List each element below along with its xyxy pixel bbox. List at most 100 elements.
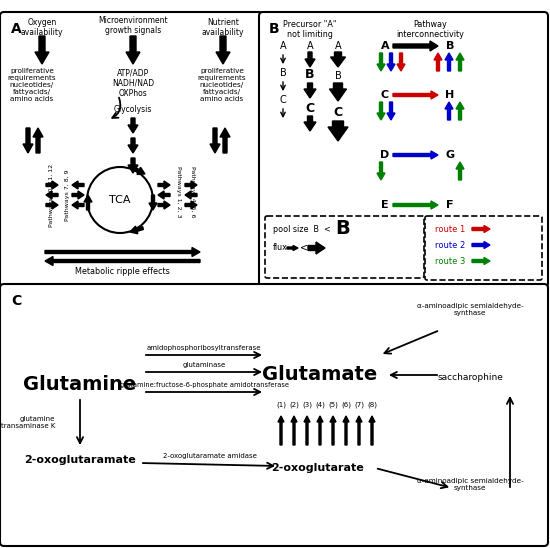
Text: route 2: route 2 <box>435 241 465 249</box>
Polygon shape <box>472 242 490 248</box>
Polygon shape <box>185 201 197 209</box>
Text: B: B <box>279 68 287 78</box>
Text: B: B <box>446 41 454 51</box>
Polygon shape <box>331 52 345 67</box>
Polygon shape <box>445 53 453 71</box>
Text: B: B <box>269 22 279 36</box>
FancyBboxPatch shape <box>259 12 548 287</box>
Polygon shape <box>72 181 84 189</box>
Text: B: B <box>305 68 315 82</box>
Text: D: D <box>381 150 389 160</box>
Polygon shape <box>305 52 315 67</box>
Text: (7): (7) <box>354 402 364 408</box>
Polygon shape <box>308 242 325 254</box>
Text: flux: flux <box>273 243 288 253</box>
Text: α-aminoadipic semialdehyde-
synthase: α-aminoadipic semialdehyde- synthase <box>417 303 524 316</box>
Polygon shape <box>72 201 84 209</box>
Polygon shape <box>33 128 43 153</box>
Text: (5): (5) <box>328 402 338 408</box>
Text: Glycolysis: Glycolysis <box>114 105 152 114</box>
Polygon shape <box>393 41 438 51</box>
Text: B: B <box>335 219 350 237</box>
Polygon shape <box>287 246 298 250</box>
Text: <: < <box>300 243 308 253</box>
Polygon shape <box>46 181 58 189</box>
Text: ATP/ADP
NADH/NAD
OXPhos: ATP/ADP NADH/NAD OXPhos <box>112 68 154 98</box>
Text: 2-oxoglutaramate: 2-oxoglutaramate <box>24 455 136 465</box>
Text: Precursor "A"
not limiting: Precursor "A" not limiting <box>283 20 337 39</box>
Polygon shape <box>356 416 362 445</box>
Polygon shape <box>210 128 220 153</box>
Polygon shape <box>126 36 140 64</box>
Text: glutaminase: glutaminase <box>183 362 226 368</box>
Text: proliferative
requirements
nucleotides/
fattyacids/
amino acids: proliferative requirements nucleotides/ … <box>197 68 246 102</box>
Polygon shape <box>45 248 200 256</box>
Text: 2-oxoglutarate: 2-oxoglutarate <box>272 463 364 473</box>
FancyBboxPatch shape <box>0 284 548 546</box>
Polygon shape <box>128 118 138 133</box>
Polygon shape <box>72 191 84 199</box>
Polygon shape <box>158 191 170 199</box>
Text: A: A <box>381 41 389 51</box>
Text: Pathways 4, 5, 6: Pathways 4, 5, 6 <box>190 166 195 218</box>
Text: E: E <box>381 200 389 210</box>
Polygon shape <box>185 181 197 189</box>
Polygon shape <box>369 416 375 445</box>
Polygon shape <box>304 116 316 131</box>
Polygon shape <box>128 138 138 153</box>
Text: Pathways 10, 11, 12: Pathways 10, 11, 12 <box>50 163 54 226</box>
Text: glutamine:fructose-6-phosphate amidotransferase: glutamine:fructose-6-phosphate amidotran… <box>119 382 289 388</box>
Polygon shape <box>472 258 490 265</box>
Polygon shape <box>278 416 284 445</box>
Text: (4): (4) <box>315 402 325 408</box>
FancyBboxPatch shape <box>425 216 542 280</box>
Text: (1): (1) <box>276 402 286 408</box>
Text: Pathways 1, 2, 3: Pathways 1, 2, 3 <box>175 166 180 218</box>
Text: C: C <box>305 101 315 115</box>
Text: route 1: route 1 <box>435 225 465 233</box>
Polygon shape <box>329 83 346 101</box>
Text: 2-oxoglutaramate amidase: 2-oxoglutaramate amidase <box>163 453 257 459</box>
Polygon shape <box>317 416 323 445</box>
Polygon shape <box>393 151 438 159</box>
Text: Glutamine: Glutamine <box>23 375 136 395</box>
Polygon shape <box>445 102 453 120</box>
Text: A: A <box>11 22 22 36</box>
Polygon shape <box>343 416 349 445</box>
Polygon shape <box>377 53 385 71</box>
Polygon shape <box>130 226 144 234</box>
Text: (3): (3) <box>302 402 312 408</box>
Text: route 3: route 3 <box>435 256 465 265</box>
Polygon shape <box>158 201 170 209</box>
Polygon shape <box>387 102 395 120</box>
Text: C: C <box>381 90 389 100</box>
Polygon shape <box>35 36 49 64</box>
Polygon shape <box>46 201 58 209</box>
Polygon shape <box>149 195 157 210</box>
Polygon shape <box>330 416 336 445</box>
Text: Nutrient
availability: Nutrient availability <box>202 18 244 37</box>
Polygon shape <box>45 256 200 265</box>
Text: Oxygen
availability: Oxygen availability <box>21 18 63 37</box>
FancyBboxPatch shape <box>265 216 424 278</box>
Text: G: G <box>446 150 454 160</box>
Polygon shape <box>456 162 464 180</box>
Text: H: H <box>446 90 455 100</box>
Text: B: B <box>334 71 342 81</box>
Polygon shape <box>397 53 405 71</box>
Text: glutamine
transaminase K: glutamine transaminase K <box>1 416 55 430</box>
Polygon shape <box>304 83 316 98</box>
Text: (6): (6) <box>341 402 351 408</box>
Text: (8): (8) <box>367 402 377 408</box>
Polygon shape <box>46 191 58 199</box>
Polygon shape <box>128 158 138 173</box>
Text: A: A <box>280 41 287 51</box>
Text: A: A <box>335 41 342 51</box>
Text: Pathways 7, 8, 9: Pathways 7, 8, 9 <box>64 169 69 221</box>
Text: saccharophine: saccharophine <box>437 374 503 383</box>
Polygon shape <box>472 225 490 232</box>
Polygon shape <box>387 53 395 71</box>
Text: Metabolic ripple effects: Metabolic ripple effects <box>75 267 169 276</box>
Text: (2): (2) <box>289 402 299 408</box>
Text: C: C <box>11 294 21 308</box>
